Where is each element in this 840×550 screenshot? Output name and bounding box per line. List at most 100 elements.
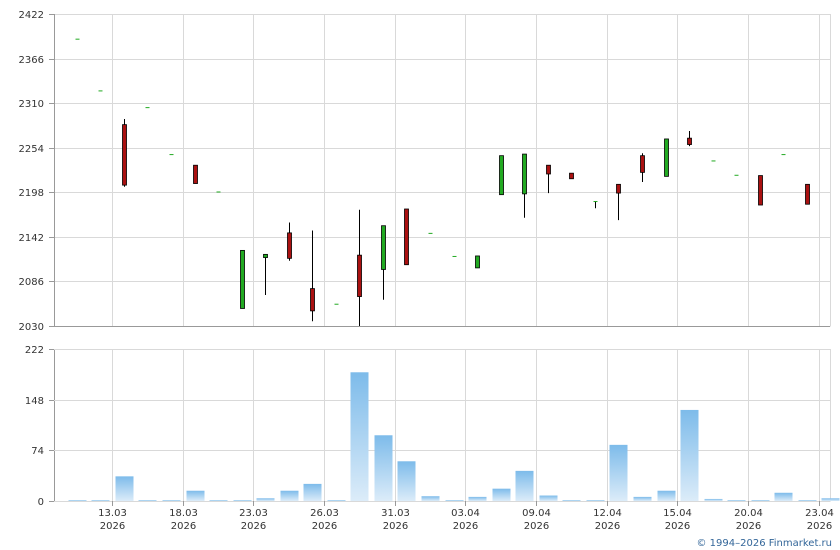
volume-bar [162, 500, 181, 501]
candle-up [145, 107, 150, 109]
volume-tick-label: 148 [25, 396, 44, 407]
candle-down [193, 164, 198, 184]
volume-bar [186, 490, 205, 501]
candle-down [546, 164, 551, 175]
volume-bar [515, 470, 534, 501]
candle-down [616, 183, 621, 194]
candles [75, 38, 810, 326]
date-tick-label: 23.04 [805, 508, 834, 519]
price-tick-label: 2366 [19, 55, 44, 66]
date-tick-label: 13.03 [98, 508, 127, 519]
volume-bar [303, 483, 322, 501]
volume-bar [138, 500, 157, 501]
volume-bar [280, 490, 299, 501]
candle-down [122, 124, 127, 186]
date-tick-year: 2026 [736, 521, 761, 532]
volume-bar [798, 500, 817, 501]
candle-up [452, 255, 457, 257]
candle-down [357, 254, 362, 297]
date-tick-label: 12.04 [593, 508, 622, 519]
date-tick-label: 15.04 [663, 508, 692, 519]
candle-down [287, 232, 292, 259]
volume-bar [91, 500, 110, 501]
price-tick-label: 2030 [19, 322, 44, 333]
date-tick-year: 2026 [524, 521, 549, 532]
volume-bar [233, 500, 252, 501]
volume-bars [68, 372, 840, 501]
candle-up [381, 225, 386, 270]
volume-bar [539, 495, 558, 501]
volume-bar [704, 498, 723, 501]
candle-up [98, 90, 103, 92]
price-tick-label: 2310 [19, 99, 44, 110]
candle-up [216, 191, 221, 193]
candle-up [734, 174, 739, 176]
volume-tick-label: 0 [38, 497, 44, 508]
volume-bar [727, 500, 746, 501]
volume-bar [374, 435, 393, 501]
date-tick-label: 03.04 [451, 508, 480, 519]
volume-bar [657, 490, 676, 501]
date-tick-label: 26.03 [310, 508, 339, 519]
volume-bar [350, 372, 369, 501]
candle-up [499, 155, 504, 196]
date-tick-year: 2026 [312, 521, 337, 532]
volume-bar [562, 500, 581, 501]
volume-bar [421, 496, 440, 501]
candle-up [240, 249, 245, 309]
candle-up [428, 232, 433, 234]
volume-tick-label: 222 [25, 345, 44, 356]
candle-down [569, 172, 574, 180]
candle-down [687, 137, 692, 145]
candle-up [169, 154, 174, 156]
date-tick-label: 31.03 [381, 508, 410, 519]
volume-bar [821, 498, 840, 501]
copyright-link[interactable]: © 1994–2026 Finmarket.ru [696, 538, 832, 549]
candle-up [664, 138, 669, 177]
volume-bar [115, 476, 134, 501]
date-axis-ticks: 13.03 2026 18.03 2026 23.03 2026 26.03 2026 31.0… [98, 501, 834, 532]
date-tick-year: 2026 [171, 521, 196, 532]
date-tick-year: 2026 [807, 521, 832, 532]
volume-bar [256, 498, 275, 501]
price-tick-label: 2142 [19, 233, 44, 244]
volume-bar [586, 500, 605, 501]
candle-down [805, 183, 810, 205]
candle-down [404, 208, 409, 266]
volume-bar [68, 500, 87, 501]
date-tick-year: 2026 [241, 521, 266, 532]
candle-up [475, 255, 480, 269]
price-tick-label: 2198 [19, 188, 44, 199]
volume-tick-label: 74 [31, 446, 44, 457]
price-grid [54, 14, 831, 502]
candle-down [640, 155, 645, 173]
date-tick-label: 09.04 [522, 508, 551, 519]
price-tick-label: 2086 [19, 277, 44, 288]
candle-down [758, 175, 763, 206]
volume-axis-ticks: 0 74 148 222 [25, 345, 54, 508]
volume-bar [774, 492, 793, 501]
candle-up [75, 38, 80, 40]
date-tick-label: 18.03 [169, 508, 198, 519]
date-tick-year: 2026 [383, 521, 408, 532]
price-tick-label: 2422 [19, 10, 44, 21]
volume-bar [609, 444, 628, 501]
candle-up [781, 154, 786, 156]
volume-bar [445, 500, 464, 501]
date-tick-year: 2026 [665, 521, 690, 532]
date-tick-year: 2026 [100, 521, 125, 532]
candle-up [522, 153, 527, 195]
volume-bar [327, 500, 346, 501]
volume-bar [751, 500, 770, 501]
volume-bar [468, 496, 487, 501]
candle-up [593, 201, 598, 203]
candle-up [263, 253, 268, 258]
date-tick-label: 23.03 [239, 508, 268, 519]
volume-bar [492, 488, 511, 501]
price-tick-label: 2254 [19, 144, 44, 155]
candle-up [334, 303, 339, 305]
candle-down [310, 288, 315, 312]
volume-bar [397, 461, 416, 501]
volume-bar [680, 409, 699, 501]
